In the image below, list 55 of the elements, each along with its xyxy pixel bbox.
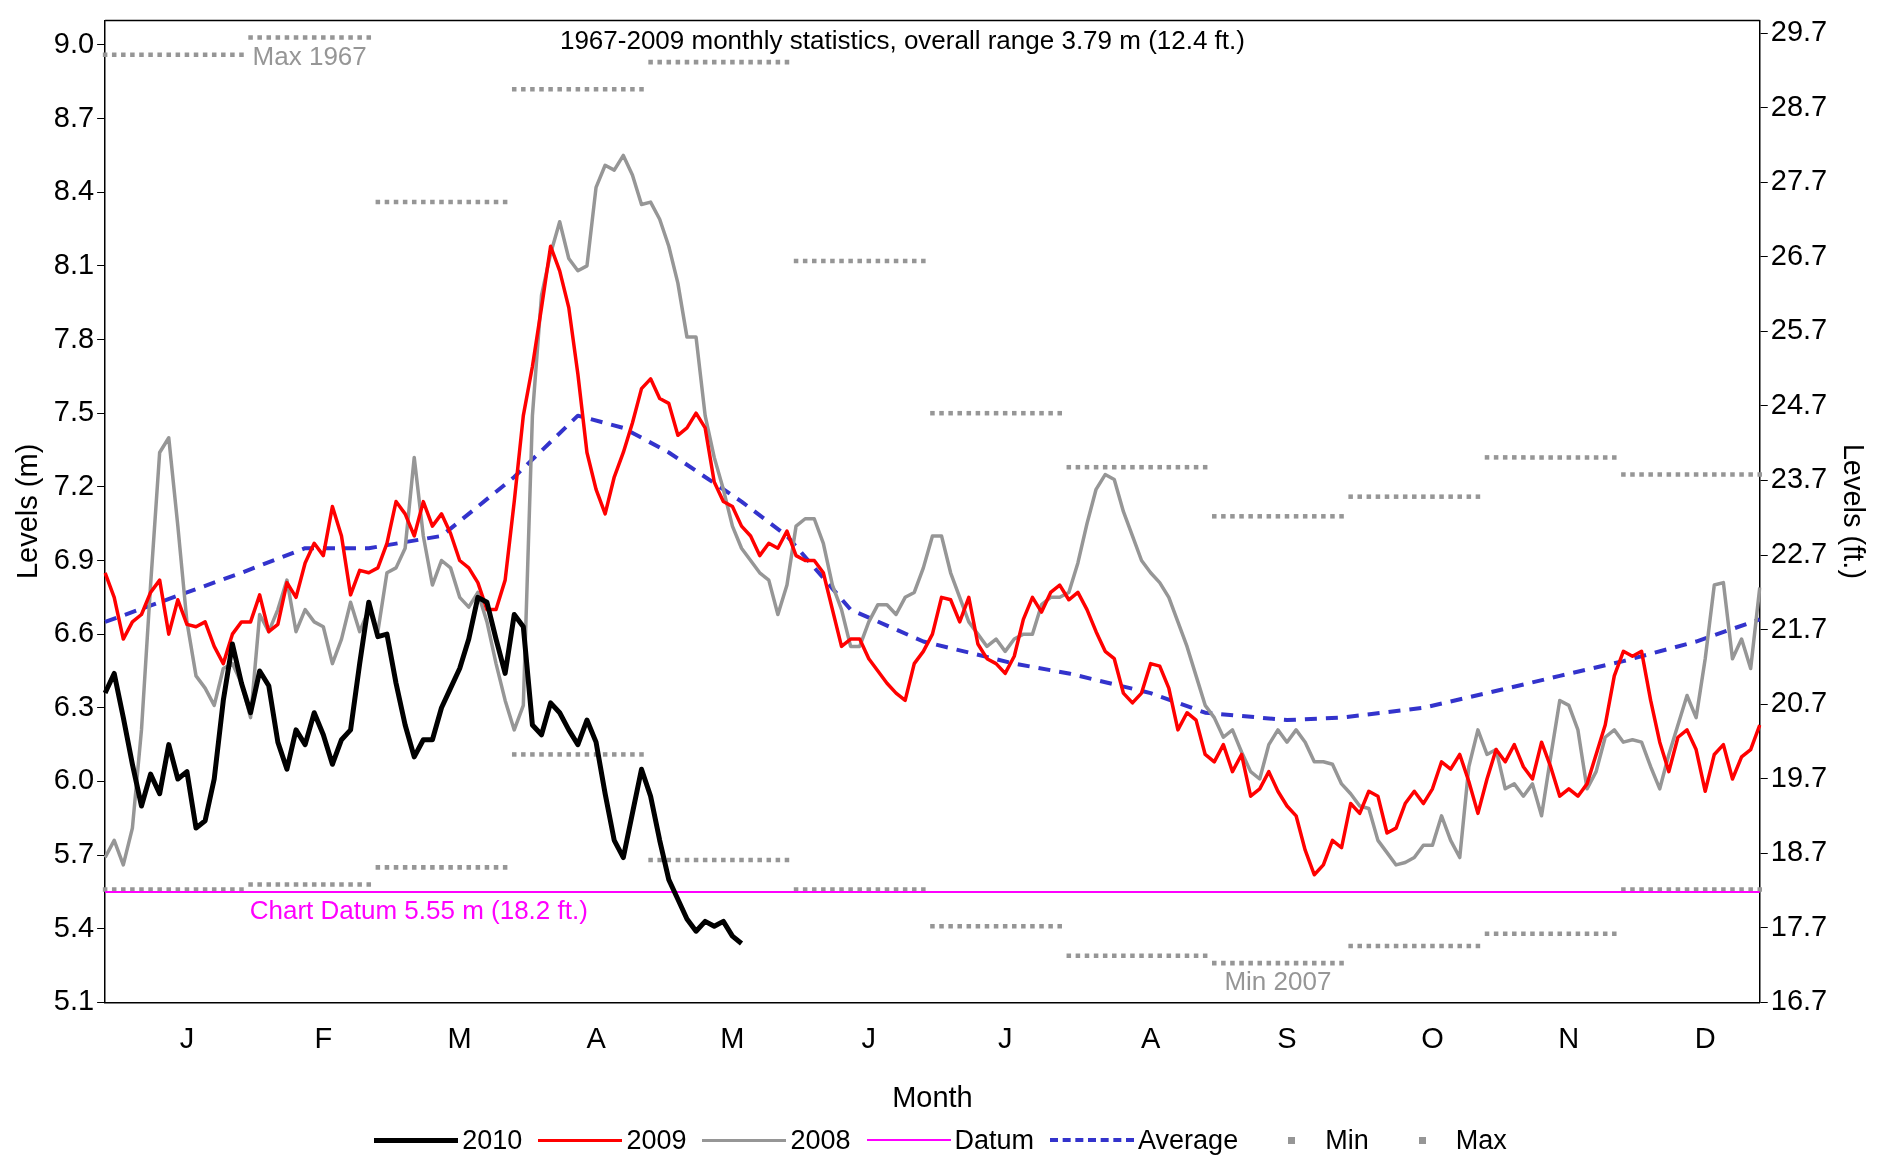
legend-label: Min [1325,1124,1369,1156]
annotation: 1967-2009 monthly statistics, overall range 3.79 m (12.4 ft.) [559,24,1245,55]
y-tick-label: 7.8 [53,321,95,354]
x-tick-label: N [1558,1021,1580,1054]
y-tick-label: 9.0 [53,26,95,59]
x-axis-title: Month [892,1080,973,1113]
x-tick-label: A [586,1021,607,1054]
y2-tick-label: 21.7 [1770,611,1828,644]
legend-label: 2008 [790,1124,851,1156]
annotation: Min 2007 [1224,966,1332,997]
y-tick-label: 6.9 [53,542,95,575]
y-tick-label: 8.4 [53,174,95,207]
legend-label: Max [1455,1124,1507,1156]
y-tick-label: 6.3 [53,689,95,722]
y2-tick-label: 26.7 [1770,238,1828,271]
y2-tick-label: 24.7 [1770,387,1828,420]
x-tick-label: F [314,1021,333,1054]
y-tick-label: 8.7 [53,100,95,133]
y2-tick-label: 16.7 [1770,984,1828,1017]
x-tick-label: O [1421,1021,1444,1054]
y-tick-label: 7.5 [53,395,95,428]
y2-axis-title: Levels (ft.) [1837,443,1870,580]
legend-label: Average [1138,1124,1239,1156]
legend-label: 2009 [626,1124,687,1156]
x-tick-label: M [447,1021,472,1054]
x-tick-label: A [1140,1021,1161,1054]
y2-tick-label: 20.7 [1770,686,1828,719]
legend-label: Datum [954,1124,1035,1156]
y2-tick-label: 22.7 [1770,537,1828,570]
y-tick-label: 6.6 [53,616,95,649]
x-tick-label: S [1277,1021,1297,1054]
y2-tick-label: 17.7 [1770,909,1828,942]
y2-tick-label: 25.7 [1770,313,1828,346]
y2-tick-label: 28.7 [1770,89,1828,122]
legend-label: 2010 [462,1124,523,1156]
y-tick-label: 5.4 [53,910,95,943]
y-tick-label: 6.0 [53,763,95,796]
annotation: Chart Datum 5.55 m (18.2 ft.) [249,895,588,926]
x-tick-label: J [997,1021,1013,1054]
x-tick-label: J [179,1021,195,1054]
y2-tick-label: 23.7 [1770,462,1828,495]
x-tick-label: M [720,1021,745,1054]
y-axis-title: Levels (m) [11,443,44,580]
y2-tick-label: 27.7 [1770,164,1828,197]
y-tick-label: 5.7 [53,837,95,870]
annotation: Max 1967 [252,40,367,71]
y-tick-label: 5.1 [53,984,95,1017]
y2-tick-label: 19.7 [1770,760,1828,793]
y-tick-label: 8.1 [53,247,95,280]
y2-tick-label: 18.7 [1770,835,1828,868]
x-tick-label: J [861,1021,877,1054]
y-tick-label: 7.2 [53,468,95,501]
line-series [103,413,1762,723]
y2-tick-label: 29.7 [1770,15,1828,48]
x-tick-label: D [1694,1021,1716,1054]
